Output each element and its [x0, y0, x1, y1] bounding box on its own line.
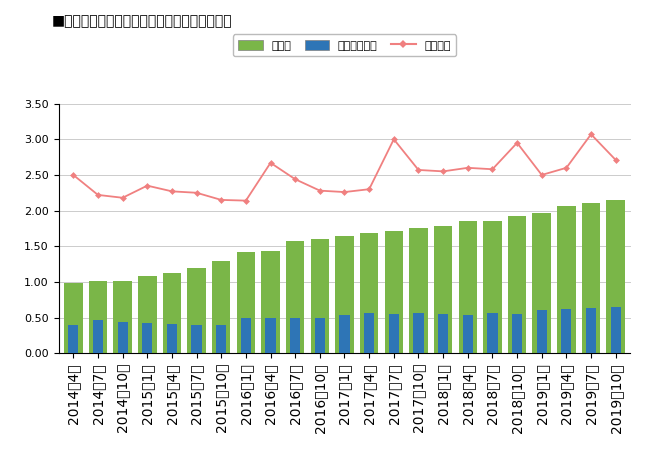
Bar	[212, 260, 231, 353]
Bar	[138, 276, 157, 353]
Bar	[118, 322, 127, 353]
Bar	[562, 309, 571, 353]
Bar	[339, 315, 350, 353]
Bar	[265, 318, 276, 353]
Bar	[434, 226, 452, 353]
Bar	[389, 314, 399, 353]
Bar	[240, 317, 251, 353]
Bar	[463, 315, 473, 353]
Bar	[606, 200, 625, 353]
Bar	[68, 325, 79, 353]
Bar	[537, 310, 547, 353]
Bar	[286, 241, 304, 353]
Bar	[488, 313, 497, 353]
Bar	[438, 314, 448, 353]
Bar	[512, 314, 522, 353]
Bar	[237, 252, 255, 353]
Bar	[187, 268, 206, 353]
Bar	[261, 251, 280, 353]
Bar	[93, 320, 103, 353]
Bar	[385, 231, 403, 353]
Bar	[113, 281, 132, 353]
Bar	[64, 284, 83, 353]
Bar	[88, 281, 107, 353]
Bar	[216, 325, 226, 353]
Bar	[192, 325, 202, 353]
Bar	[532, 213, 551, 353]
Bar	[508, 216, 526, 353]
Bar	[142, 323, 152, 353]
Bar	[586, 309, 596, 353]
Bar	[413, 313, 424, 353]
Bar	[315, 318, 325, 353]
Bar	[162, 273, 181, 353]
Bar	[557, 206, 576, 353]
Text: ■転職求人倍率・求人数・転職希望者数の推移: ■転職求人倍率・求人数・転職希望者数の推移	[52, 14, 233, 28]
Bar	[335, 236, 354, 353]
Bar	[610, 307, 621, 353]
Bar	[167, 324, 177, 353]
Bar	[483, 220, 502, 353]
Bar	[458, 221, 477, 353]
Bar	[364, 313, 374, 353]
Bar	[290, 317, 300, 353]
Bar	[311, 239, 329, 353]
Bar	[360, 234, 378, 353]
Bar	[582, 203, 601, 353]
Legend: 求人数, 転職希望者数, 求人倍率: 求人数, 転職希望者数, 求人倍率	[233, 34, 456, 56]
Bar	[410, 227, 428, 353]
